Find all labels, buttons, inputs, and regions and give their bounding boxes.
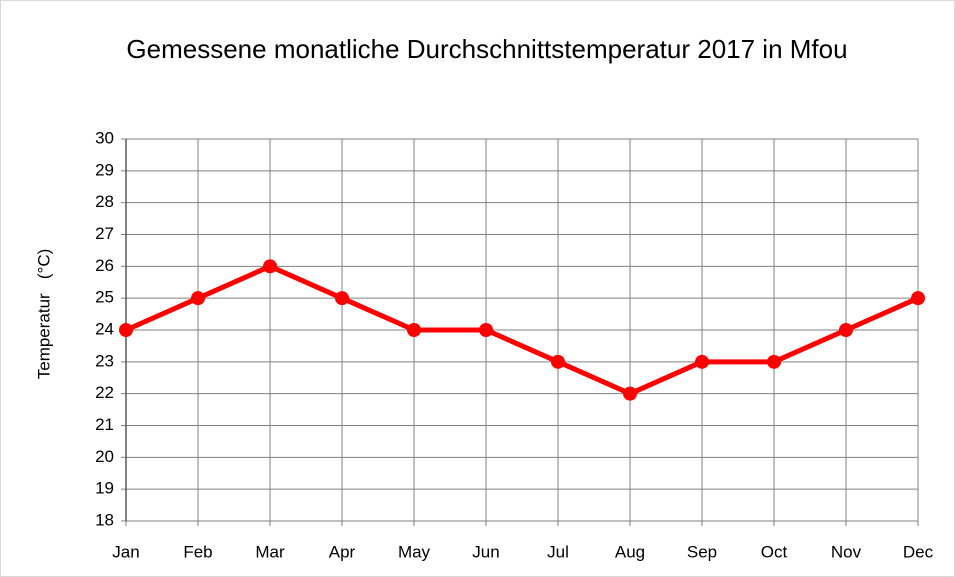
data-point — [839, 323, 853, 337]
y-tick-label: 23 — [95, 351, 114, 370]
x-tick-label: Dec — [903, 542, 934, 561]
x-tick-label: Jan — [112, 542, 139, 561]
x-tick-label: Feb — [183, 542, 212, 561]
y-tick-label: 28 — [95, 192, 114, 211]
y-tick-label: 19 — [95, 479, 114, 498]
chart-title: Gemessene monatliche Durchschnittstemper… — [126, 34, 848, 64]
x-tick-label: May — [398, 542, 431, 561]
y-axis-label: Temperatur (°C) — [34, 249, 53, 380]
x-tick-label: Aug — [615, 542, 645, 561]
data-point — [479, 323, 493, 337]
x-tick-label: Jul — [547, 542, 569, 561]
data-point — [911, 291, 925, 306]
y-tick-label: 18 — [95, 510, 114, 529]
x-tick-label: Jun — [472, 542, 499, 561]
y-tick-label: 20 — [95, 447, 114, 466]
y-tick-label: 25 — [95, 288, 114, 307]
y-tick-label: 22 — [95, 383, 114, 402]
data-point — [623, 386, 637, 401]
data-point — [551, 354, 565, 369]
x-tick-label: Apr — [329, 542, 356, 561]
x-tick-label: Nov — [831, 542, 862, 561]
y-tick-label: 26 — [95, 256, 114, 275]
y-tick-label: 30 — [95, 128, 114, 147]
y-tick-label: 27 — [95, 224, 114, 243]
data-point — [695, 354, 709, 369]
data-point — [263, 259, 277, 274]
y-tick-label: 21 — [95, 415, 114, 434]
x-tick-label: Sep — [687, 542, 717, 561]
data-point — [407, 323, 421, 337]
x-tick-label: Mar — [255, 542, 285, 561]
data-point — [767, 354, 781, 369]
data-line — [124, 263, 920, 397]
x-tick-label: Oct — [761, 542, 788, 561]
data-point — [119, 323, 133, 337]
data-point — [191, 291, 205, 306]
y-tick-label: 29 — [95, 160, 114, 179]
data-point — [335, 291, 349, 306]
y-tick-label: 24 — [95, 319, 114, 338]
